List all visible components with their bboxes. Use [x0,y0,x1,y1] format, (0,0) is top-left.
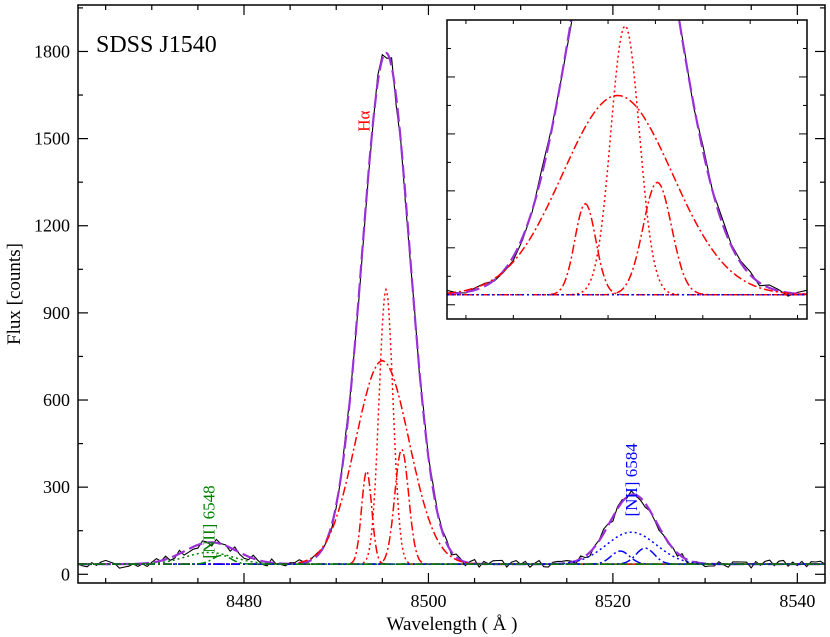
inset-frame [446,19,808,320]
chart-title: SDSS J1540 [96,32,217,58]
series-total-fit [447,20,807,296]
x-tick-label: 8520 [595,591,631,611]
y-tick-label: 0 [61,564,70,584]
y-tick-label: 600 [43,390,70,410]
y-tick-label: 300 [43,477,70,497]
y-axis-label: Flux [counts] [4,243,25,345]
inset-background [447,20,807,319]
y-tick-label: 1500 [34,129,70,149]
annotation-nii6548: [NII] 6548 [200,485,219,558]
series-h-alpha-broad [447,94,807,296]
annotation-ha: Hα [354,111,373,132]
line-annotations: Hα [NII] 6548 [NII] 6584 [200,111,641,559]
main-plot-frame [77,4,826,584]
y-tick-label: 1800 [34,41,70,61]
main-axis-ticks: 8480 8500 8520 8540 0 300 600 900 1200 1500 1800 [34,5,825,611]
annotation-nii6584: [NII] 6584 [622,443,641,517]
x-tick-label: 8480 [226,591,262,611]
y-tick-label: 900 [43,303,70,323]
x-axis-label: Wavelength ( Å ) [387,614,518,635]
x-tick-label: 8540 [779,591,815,611]
inset-plot-series [447,20,807,297]
main-plot-series [78,51,825,569]
series-total-fit [78,51,825,566]
y-tick-label: 1200 [34,216,70,236]
series--nii-6548-narrow [78,554,825,565]
x-tick-label: 8500 [410,591,446,611]
